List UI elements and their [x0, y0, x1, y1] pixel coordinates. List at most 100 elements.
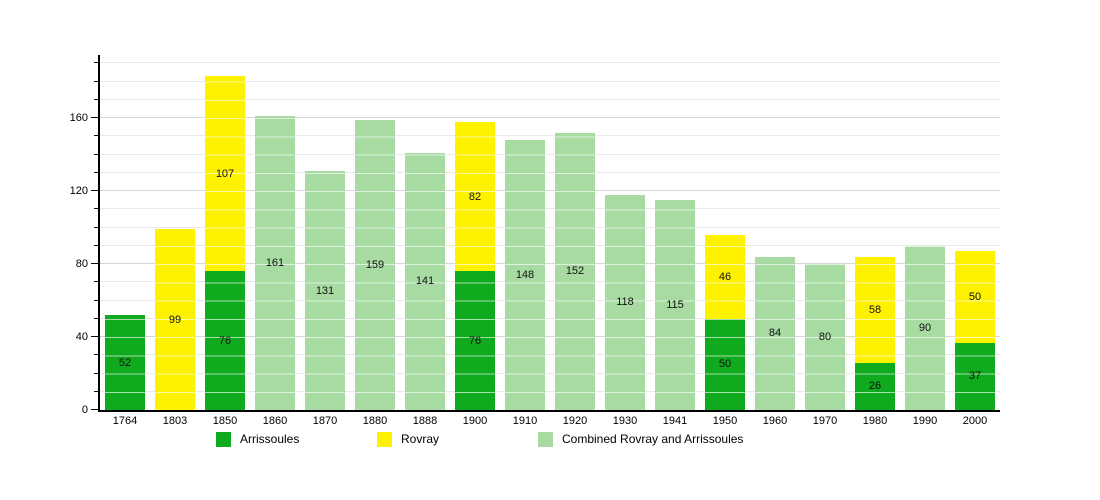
y-axis-tick-minor: [94, 354, 98, 356]
bar-segment-rovray: 82: [455, 121, 495, 272]
bar-segment-rovray: 58: [855, 256, 895, 363]
x-tick-label: 1960: [762, 415, 788, 427]
bar-value-label: 50: [718, 358, 732, 371]
x-tick-label: 1950: [712, 415, 738, 427]
bar-segment-arrissoules: 26: [855, 362, 895, 410]
y-axis-tick-minor: [94, 317, 98, 319]
y-gridline-minor: [100, 317, 1000, 319]
bar-segment-arrissoules: 50: [705, 318, 745, 410]
legend-label-arrissoules: Arrissoules: [240, 432, 300, 446]
legend-swatch-arrissoules-icon: [216, 431, 231, 447]
y-tick-label: 120: [69, 185, 88, 198]
bar-value-label: 161: [265, 257, 285, 270]
y-gridline-minor: [100, 390, 1000, 392]
x-tick-label: 1850: [212, 415, 238, 427]
bar-value-label: 99: [168, 313, 182, 326]
bar-segment-arrissoules: 37: [955, 342, 995, 410]
bar-segment-arrissoules: 76: [205, 271, 245, 410]
bar-stack-1990: 90: [905, 245, 945, 411]
x-tick-label: 1764: [112, 415, 138, 427]
bar-value-label: 84: [768, 327, 782, 340]
bar-value-label: 52: [118, 356, 132, 369]
legend-label-combined: Combined Rovray and Arrissoules: [562, 432, 744, 446]
bar-value-label: 115: [666, 299, 684, 312]
y-gridline-minor: [100, 208, 1000, 210]
bar-stack-1764: 52: [105, 315, 145, 410]
legend-swatch-combined-icon: [538, 431, 553, 447]
y-axis-tick-minor: [94, 226, 98, 228]
y-gridline-minor: [100, 171, 1000, 173]
bar-value-label: 82: [468, 190, 482, 203]
bar-stack-2000: 37 50: [955, 251, 995, 410]
y-axis-tick-minor: [94, 390, 98, 392]
bar-value-label: 152: [565, 265, 585, 278]
y-tick-label: 160: [69, 112, 88, 125]
x-tick-label: 1910: [512, 415, 538, 427]
y-gridline-minor: [100, 62, 1000, 64]
bar-stack-1970: 80: [805, 264, 845, 410]
bar-segment-rovray: 107: [205, 76, 245, 272]
y-axis-line: [98, 55, 100, 412]
y-gridline-major: [100, 336, 1000, 338]
bar-value-label: 50: [968, 290, 982, 303]
y-gridline-minor: [100, 135, 1000, 137]
y-tick-label: 40: [75, 331, 88, 344]
bar-segment-rovray: 50: [955, 251, 995, 343]
y-gridline-minor: [100, 281, 1000, 283]
bar-stack-1930: 118: [605, 194, 645, 411]
bar-stack-1860: 161: [255, 116, 295, 410]
bar-segment-combined-rovray-and-arrissoules: 148: [505, 140, 545, 410]
y-axis-tick-minor: [94, 208, 98, 210]
bar-stack-1850: 76 107: [205, 76, 245, 410]
bar-stack-1980: 26 58: [855, 256, 895, 411]
x-tick-label: 1941: [662, 415, 688, 427]
legend-swatch-rovray-icon: [377, 431, 392, 447]
bar-segment-combined-rovray-and-arrissoules: 152: [555, 132, 595, 410]
y-axis-tick-major: [91, 190, 98, 192]
bar-stack-1888: 141: [405, 152, 445, 411]
chart-legend: Arrissoules Rovray Combined Rovray and A…: [0, 431, 1100, 449]
y-gridline-major: [100, 117, 1000, 119]
bar-value-label: 46: [718, 270, 732, 283]
x-tick-label: 1930: [612, 415, 638, 427]
x-tick-label: 1970: [812, 415, 838, 427]
bar-stack-1960: 84: [755, 256, 795, 411]
bar-segment-combined-rovray-and-arrissoules: 159: [355, 120, 395, 410]
y-axis-tick-minor: [94, 98, 98, 100]
y-axis-tick-minor: [94, 244, 98, 246]
y-axis-tick-major: [91, 117, 98, 119]
x-tick-label: 1980: [862, 415, 888, 427]
legend-item-rovray: Rovray: [377, 431, 439, 447]
legend-item-combined: Combined Rovray and Arrissoules: [538, 431, 743, 447]
y-gridline-minor: [100, 372, 1000, 374]
y-axis-tick-major: [91, 409, 98, 410]
x-tick-label: 2000: [962, 415, 988, 427]
y-axis-tick-minor: [94, 299, 98, 301]
y-gridline-minor: [100, 98, 1000, 100]
bar-value-label: 131: [315, 284, 335, 297]
bar-segment-combined-rovray-and-arrissoules: 118: [605, 194, 645, 410]
bar-value-label: 58: [868, 303, 882, 316]
bar-value-label: 37: [968, 370, 982, 383]
y-axis-tick-minor: [94, 281, 98, 283]
y-gridline-major: [100, 263, 1000, 265]
bar-value-label: 76: [218, 334, 232, 347]
y-axis-tick-minor: [94, 153, 98, 155]
bar-value-label: 141: [415, 275, 435, 288]
bar-segment-rovray: 46: [705, 234, 745, 319]
x-tick-label: 1920: [562, 415, 588, 427]
bar-stack-1910: 148: [505, 140, 545, 410]
bar-stack-1950: 50 46: [705, 234, 745, 411]
bar-segment-combined-rovray-and-arrissoules: 161: [255, 116, 295, 410]
bar-segment-combined-rovray-and-arrissoules: 80: [805, 264, 845, 410]
bar-value-label: 159: [365, 259, 385, 271]
y-axis-tick-major: [91, 263, 98, 265]
x-tick-label: 1888: [412, 415, 438, 427]
bar-stack-1941: 115: [655, 200, 695, 410]
bar-segment-rovray: 99: [155, 229, 195, 410]
y-gridline-minor: [100, 153, 1000, 155]
bar-stack-1900: 76 82: [455, 121, 495, 411]
y-gridline-minor: [100, 244, 1000, 246]
y-tick-label: 0: [81, 404, 88, 416]
